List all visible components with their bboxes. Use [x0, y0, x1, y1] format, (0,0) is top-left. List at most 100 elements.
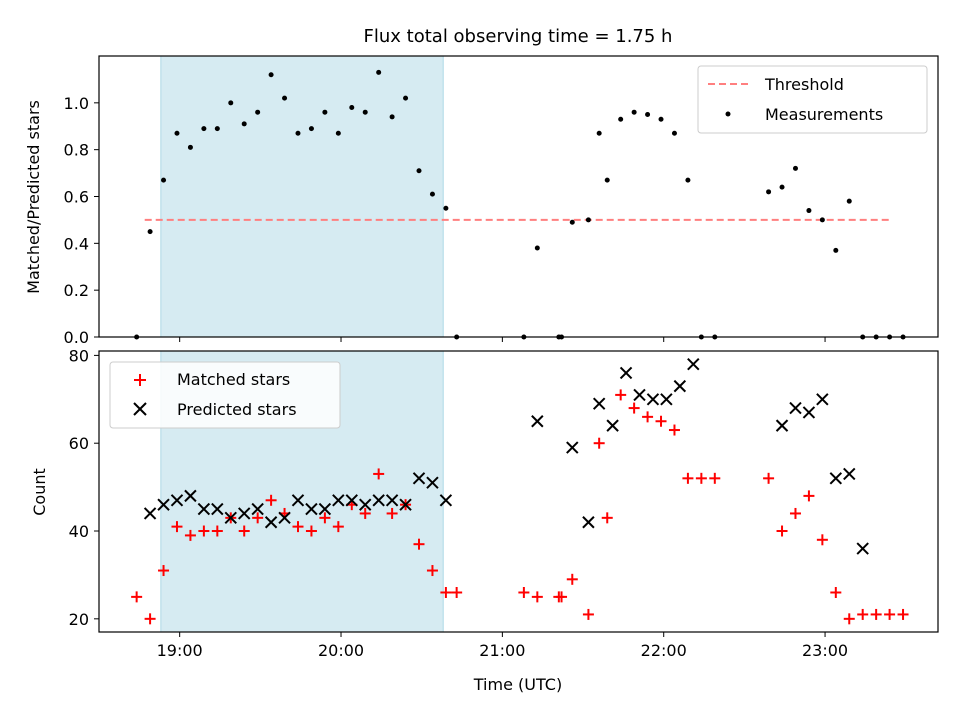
measurement-point	[147, 229, 153, 235]
predicted-star-point	[633, 388, 646, 402]
matched-star-point	[763, 472, 775, 484]
measurement-point	[806, 208, 812, 214]
predicted-star-point	[238, 507, 251, 520]
count-plot-frame	[98, 350, 939, 633]
ratio-ytick-label: 1.0	[64, 94, 89, 113]
matched-star-point	[158, 565, 170, 577]
predicted-star-point	[802, 406, 816, 419]
predicted-star-point	[531, 415, 544, 428]
predicted-star-point	[843, 467, 856, 481]
matched-star-point	[440, 586, 452, 598]
matched-star-point	[426, 565, 438, 577]
matched-star-point	[211, 525, 223, 537]
measurement-point	[241, 121, 247, 127]
predicted-star-point	[291, 494, 305, 507]
matched-star-point	[695, 472, 707, 484]
predicted-star-point	[412, 472, 426, 485]
matched-star-point	[803, 490, 815, 502]
predicted-star-point	[251, 502, 264, 516]
observing-window-shade	[160, 55, 444, 338]
matched-star-point	[566, 573, 578, 585]
ratio-panel: 0.0 0.2 0.4 0.6 0.8 1.0 Matched/Predicted sta…	[24, 55, 939, 347]
predicted-star-point	[687, 357, 700, 371]
measurement-point	[846, 198, 852, 204]
predicted-star-point	[660, 393, 673, 406]
predicted-star-point	[816, 393, 829, 406]
matched-star-point	[556, 591, 568, 603]
matched-star-point	[332, 521, 344, 533]
legend-threshold-label: Threshold	[764, 75, 844, 94]
predicted-star-point	[170, 494, 184, 507]
legend-matched-marker	[134, 374, 146, 386]
ratio-ytick-label: 0.8	[64, 141, 89, 160]
count-ytick-label: 40	[69, 522, 89, 541]
matched-star-point	[642, 411, 654, 423]
matched-star-point	[305, 525, 317, 537]
predicted-star-point	[157, 498, 170, 511]
measurement-point	[174, 130, 180, 136]
matched-star-point	[292, 521, 304, 533]
count-legend: Matched stars Predicted stars	[109, 361, 341, 429]
matched-star-point	[413, 538, 425, 550]
legend-measurements-marker	[725, 111, 731, 117]
measurement-point	[645, 112, 651, 118]
measurement-point	[349, 105, 355, 111]
matched-star-point	[386, 507, 398, 519]
ratio-ytick-label: 0.2	[64, 281, 89, 300]
matched-star-point	[615, 389, 627, 401]
matched-star-point	[451, 586, 463, 598]
predicted-star-point	[856, 542, 869, 555]
count-ytick-label: 60	[69, 434, 89, 453]
measurement-point	[631, 109, 637, 115]
ratio-legend: Threshold Measurements	[697, 65, 928, 134]
measurement-point	[792, 165, 798, 171]
predicted-star-point	[197, 502, 211, 516]
matched-star-point	[252, 512, 264, 524]
measurement-point	[658, 116, 664, 122]
predicted-star-point	[359, 498, 372, 511]
measurement-point	[618, 116, 624, 122]
matched-star-point	[857, 608, 869, 620]
ratio-y-axis-label: Matched/Predicted stars	[24, 100, 43, 294]
measurement-point	[429, 191, 435, 197]
matched-star-point	[131, 591, 143, 603]
measurement-point	[362, 109, 368, 115]
x-tick-label: 22:00	[641, 641, 687, 660]
measurement-point	[295, 130, 301, 136]
measurement-point	[833, 247, 839, 253]
matched-star-point	[373, 468, 385, 480]
measurement-point	[255, 109, 261, 115]
measurement-point	[214, 126, 220, 132]
x-tick-label: 23:00	[802, 641, 848, 660]
ratio-ytick-label: 0.4	[64, 234, 89, 253]
predicted-star-point	[332, 494, 345, 507]
matched-star-point	[870, 608, 882, 620]
predicted-star-point	[318, 502, 332, 516]
predicted-star-point	[184, 489, 197, 503]
measurement-point	[604, 177, 610, 183]
measurement-point	[389, 114, 395, 120]
matched-star-point	[593, 437, 605, 449]
measurement-point	[403, 95, 409, 101]
predicted-star-point	[582, 516, 595, 529]
matched-star-point	[776, 525, 788, 537]
measurement-point	[534, 245, 540, 251]
predicted-star-point	[606, 419, 619, 432]
measurement-point	[282, 95, 288, 101]
matched-star-point	[198, 525, 210, 537]
predicted-star-point	[619, 366, 633, 380]
measurement-point	[416, 168, 422, 174]
measurement-point	[685, 177, 691, 183]
measurement-point	[322, 109, 328, 115]
matched-star-point	[655, 415, 667, 427]
matched-star-point	[668, 424, 680, 436]
matched-star-point	[171, 521, 183, 533]
predicted-star-point	[385, 494, 399, 507]
matched-star-point	[789, 507, 801, 519]
predicted-star-point	[566, 441, 579, 454]
count-ytick-label: 20	[69, 610, 89, 629]
measurement-point	[779, 184, 785, 190]
legend-matched-label: Matched stars	[177, 370, 290, 389]
matched-star-point	[601, 512, 613, 524]
x-axis-label: Time (UTC)	[473, 675, 562, 694]
